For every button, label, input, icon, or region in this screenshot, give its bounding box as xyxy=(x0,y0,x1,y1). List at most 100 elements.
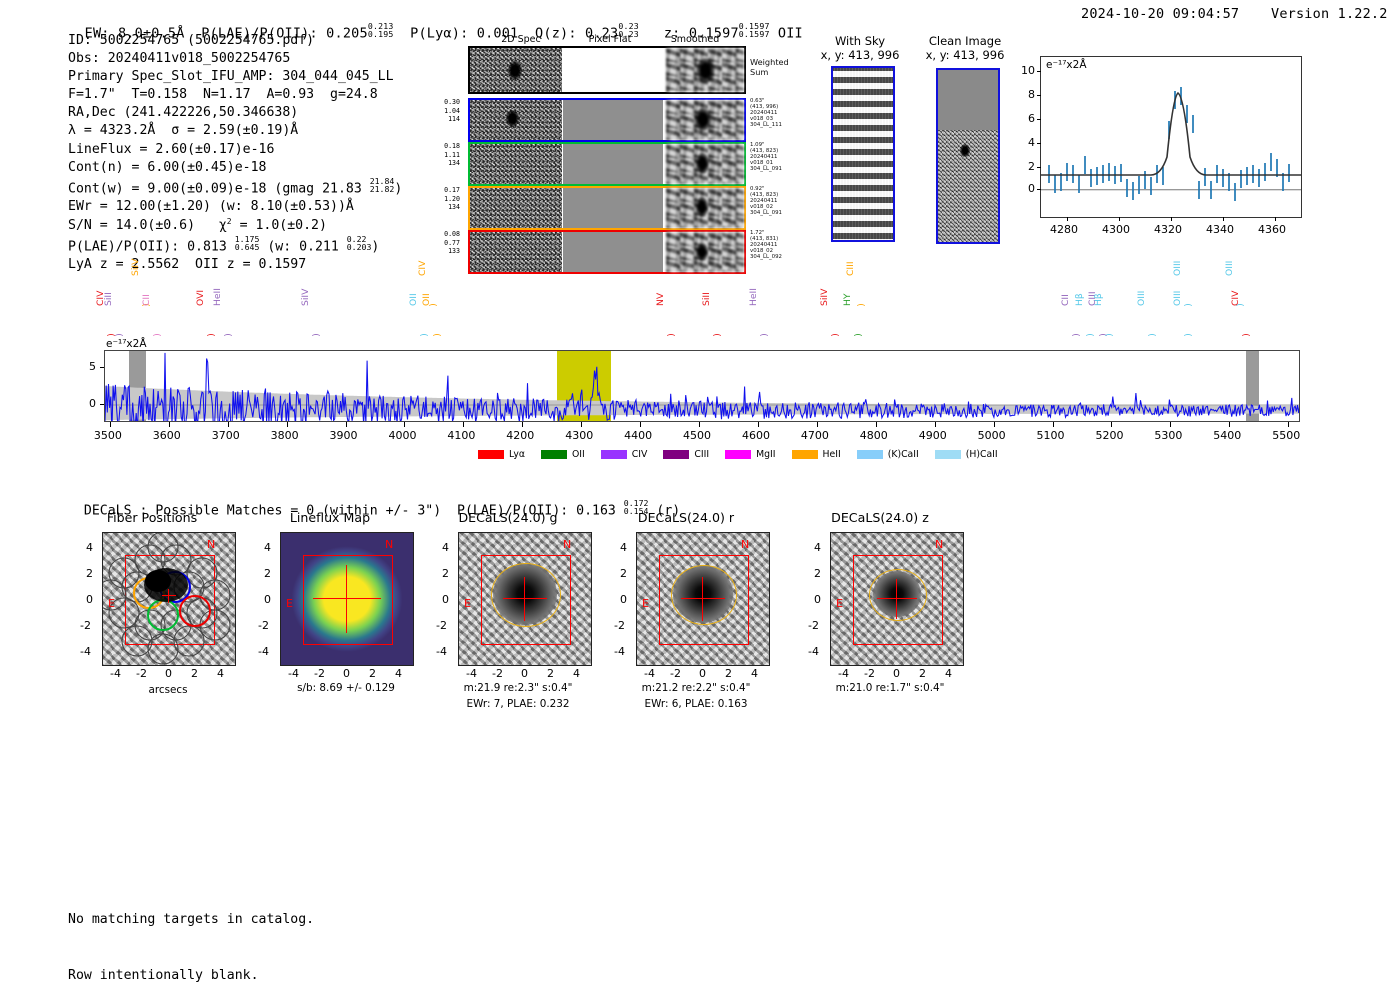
info-redshifts: LyA z = 2.5562 OII z = 0.1597 xyxy=(68,257,307,273)
decals-r-caption1: m:21.2 re:2.2" s:0.4" xyxy=(641,682,751,694)
header-qz-hi: 0.23 xyxy=(618,21,639,31)
row-pixelflat xyxy=(563,144,663,184)
dz-ytick-n4: -4 xyxy=(808,645,819,658)
emission-line-label: CII xyxy=(1060,294,1072,306)
emission-line-label: Hβ xyxy=(1073,293,1085,306)
lp-ytick-4: 4 xyxy=(1028,136,1035,149)
fs-xtick-label: 4900 xyxy=(918,429,947,442)
fs-ytick-0: 0 xyxy=(89,397,96,410)
row-smoothed xyxy=(666,188,744,228)
row-num-1: 1.20 xyxy=(444,194,460,203)
emission-line-label: OIII xyxy=(1135,290,1147,306)
emission-line-bracket: ( xyxy=(854,303,865,307)
dr-xtick-4: 4 xyxy=(751,667,758,680)
fs-xtick-label: 4300 xyxy=(565,429,594,442)
decals-g-north-label: N xyxy=(563,538,572,551)
spec2d-col-title-smoothed: Smoothed xyxy=(670,34,720,45)
header-plae-value: 0.205 xyxy=(326,25,368,42)
fs-xtick-mark xyxy=(581,422,583,427)
dz-ytick-4: 4 xyxy=(814,541,821,554)
info-radec: RA,Dec (241.422226,50.346638) xyxy=(68,105,299,121)
panel-decals-g: DECaLS(24.0) g N E 4 2 0 -2 -4 -4 -2 0 2… xyxy=(418,510,598,725)
row-num-1: 0.77 xyxy=(444,238,460,247)
fs-xtick-mark xyxy=(404,422,406,427)
emission-line-bracket: ( xyxy=(1239,333,1250,337)
info-plae-lo: 0.645 xyxy=(234,241,260,252)
legend-label: OII xyxy=(571,449,585,460)
decals-r-crosshair-h xyxy=(681,598,725,600)
fs-xtick-mark xyxy=(345,422,347,427)
row-2dspec xyxy=(470,188,562,228)
legend-swatch xyxy=(600,450,627,459)
emission-line-bracket: ( xyxy=(1069,333,1080,337)
emission-line-label: HeII xyxy=(747,288,759,306)
full-spectrum-svg xyxy=(105,352,1299,421)
lf-ytick-n2: -2 xyxy=(258,619,269,632)
legend-swatch xyxy=(856,450,883,459)
fs-xtick-mark xyxy=(1229,422,1231,427)
header-plae-label: P(LAE)/P(OII): xyxy=(201,25,318,42)
lp-ytick-6: 6 xyxy=(1028,112,1035,125)
header-qz-lo: 0.23 xyxy=(618,29,639,40)
fs-xtick-label: 5100 xyxy=(1036,429,1065,442)
emission-line-bracket: ( xyxy=(113,333,124,337)
info-plae: P(LAE)/P(OII): 0.813 1.175 0.645 (w: 0.21… xyxy=(68,234,402,257)
info-cont-w: Cont(w) = 9.00(±0.09)e-18 (gmag 21.83 21… xyxy=(68,177,402,199)
spec2d-row-meta: 0.63" (413, 996) 20240411 v018_03 304_LL… xyxy=(750,98,782,129)
spec2d-row-nums: 0.08 0.77 133 xyxy=(422,230,460,256)
lf-xtick-2: 2 xyxy=(369,667,376,680)
fs-xtick-label: 4500 xyxy=(683,429,712,442)
emission-line-label: HeII xyxy=(211,288,223,306)
fp-ytick-n4: -4 xyxy=(80,645,91,658)
emission-line-bracket: ( xyxy=(1181,333,1192,337)
row-num-0: 0.08 xyxy=(444,230,460,238)
emission-line-bracket: ( xyxy=(664,333,675,337)
decals-g-image[interactable] xyxy=(458,532,592,666)
info-lineflux: LineFlux = 2.60(±0.17)e-16 xyxy=(68,141,275,157)
spec2d-col-title-pixelflat: Pixel Flat xyxy=(588,34,632,45)
row-pixelflat xyxy=(563,232,663,272)
dr-ytick-n2: -2 xyxy=(614,619,625,632)
fiber-positions-title: Fiber Positions xyxy=(106,510,198,525)
spec2d-row xyxy=(468,230,746,274)
lineflux-map-title: Lineflux Map xyxy=(289,510,371,525)
dg-xtick-4: 4 xyxy=(573,667,580,680)
decals-r-title: DECaLS(24.0) r xyxy=(637,510,735,525)
decals-g-ellipse xyxy=(491,563,561,627)
emission-line-label: SiIV xyxy=(300,288,312,306)
emission-line-bracket: ( xyxy=(1102,333,1113,337)
legend-label: HeII xyxy=(822,449,841,460)
dg-xtick-2: 2 xyxy=(547,667,554,680)
info-obs: Obs: 20240411v018_5002254765 xyxy=(68,51,291,67)
header-qz-label: Q(z): xyxy=(535,25,577,42)
fiber-positions-image[interactable] xyxy=(102,532,236,666)
clean-image-coords: x, y: 413, 996 xyxy=(925,48,1005,62)
fs-ytick-5: 5 xyxy=(89,360,96,373)
row-num-2: 134 xyxy=(448,159,460,168)
lineflux-north-label: N xyxy=(385,538,394,551)
panel-decals-z: DECaLS(24.0) z N E 4 2 0 -2 -4 -4 -2 0 2… xyxy=(790,510,970,725)
fp-xtick-n4: -4 xyxy=(110,667,121,680)
emission-line-label: OII xyxy=(420,293,432,306)
fs-xtick-mark xyxy=(640,422,642,427)
info-plae-wlo: 0.203 xyxy=(346,241,372,252)
fs-xtick-mark xyxy=(1111,422,1113,427)
row-smoothed xyxy=(666,232,744,272)
lineflux-map-image[interactable] xyxy=(280,532,414,666)
emission-line-label: SiIV xyxy=(130,258,142,276)
dg-ytick-0: 0 xyxy=(442,593,449,606)
emission-line-bracket: ( xyxy=(150,333,161,337)
emission-line-label: CIII xyxy=(845,261,857,276)
fp-ytick-4: 4 xyxy=(86,541,93,554)
fs-xtick-mark xyxy=(168,422,170,427)
decals-z-image[interactable] xyxy=(830,532,964,666)
info-cont-w-post: ) xyxy=(394,181,403,197)
fs-xtick-label: 4000 xyxy=(388,429,417,442)
fp-ytick-2: 2 xyxy=(86,567,93,580)
dg-ytick-2: 2 xyxy=(442,567,449,580)
spectrum-legend: Lyα OII CIV CIII MgII HeII (K)CaII (H)CaII xyxy=(478,444,1014,463)
fs-xtick-label: 3900 xyxy=(329,429,358,442)
info-snr-post: = 1.0(±0.2) xyxy=(231,217,327,233)
decals-r-image[interactable] xyxy=(636,532,770,666)
emission-line-bracket: ( xyxy=(851,333,862,337)
